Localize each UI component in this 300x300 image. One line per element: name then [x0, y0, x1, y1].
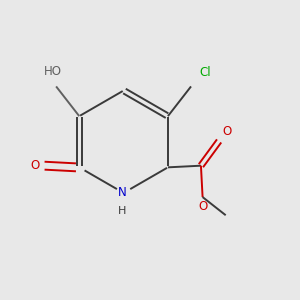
- Text: O: O: [198, 200, 207, 213]
- Text: O: O: [31, 159, 40, 172]
- Text: N: N: [118, 186, 126, 200]
- Text: H: H: [118, 206, 126, 216]
- Text: HO: HO: [44, 65, 62, 78]
- Text: O: O: [222, 124, 232, 138]
- Text: Cl: Cl: [199, 66, 211, 79]
